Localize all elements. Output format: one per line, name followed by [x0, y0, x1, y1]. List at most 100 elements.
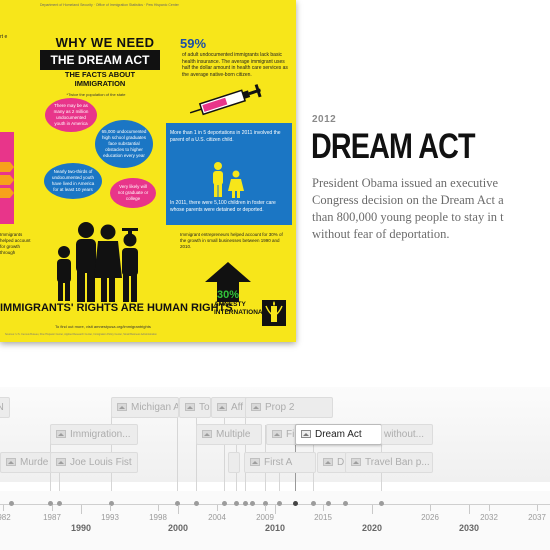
flag-stem — [196, 400, 197, 504]
timeline-marker[interactable] — [234, 501, 239, 506]
timeline-flag[interactable]: Immigration... — [50, 424, 138, 445]
timeline-marker[interactable] — [311, 501, 316, 506]
event-description-line: President Obama issued an executive — [312, 176, 499, 190]
timeline-marker[interactable] — [379, 501, 384, 506]
poster-bubble-4: Very likely will not graduate or college — [110, 178, 156, 208]
timeline-marker[interactable] — [263, 501, 268, 506]
image-icon — [250, 458, 260, 466]
axis-tick — [372, 505, 373, 514]
event-description-line: Congress decision on the Dream Act a — [312, 193, 504, 207]
timeline-axis[interactable]: 982 1987 1990 1993 1998 2000 2004 2009 2… — [0, 491, 550, 550]
axis-label-major: 2000 — [167, 523, 189, 533]
flag-stem — [177, 400, 178, 504]
timeline-flag[interactable]: Michigan A — [111, 397, 179, 418]
image-icon — [301, 430, 311, 438]
poster-heading-line1: WHY WE NEED — [55, 35, 155, 50]
flag-stem — [224, 400, 225, 504]
timeline-flag-label: Aff — [231, 402, 244, 413]
image-icon — [6, 458, 16, 466]
axis-tick — [323, 505, 324, 511]
poster-sources-text: Sources: U.S. Census Bureau, Pew Hispani… — [5, 333, 157, 336]
timeline-flag[interactable]: Prop 2 — [245, 397, 333, 418]
timeline-flag-label: First A — [264, 457, 293, 468]
timeline-flag[interactable]: AN — [0, 397, 10, 418]
up-arrow-icon: 30% — [205, 262, 251, 302]
timeline-flag-label: Multiple — [216, 429, 251, 440]
axis-label: 2037 — [528, 513, 546, 522]
image-icon — [56, 458, 66, 466]
event-title: DREAM ACT — [311, 127, 476, 166]
flag-stem — [59, 452, 60, 504]
image-icon — [323, 458, 333, 466]
timeline-marker[interactable] — [250, 501, 255, 506]
event-description-line: than 800,000 young people to stay in t — [312, 210, 504, 224]
timeline-marker[interactable] — [9, 501, 14, 506]
timeline-axis-line — [0, 504, 550, 505]
axis-label: 982 — [0, 513, 11, 522]
axis-label: 2009 — [256, 513, 274, 522]
timeline-flag[interactable]: Fi — [266, 424, 298, 445]
timeline-flag[interactable]: Travel Ban p... — [345, 452, 433, 473]
timeline-flag-active[interactable]: Dream Act — [295, 424, 382, 445]
timeline-flag[interactable]: without... — [381, 424, 433, 445]
timeline-flag-label: D — [337, 457, 345, 468]
timeline-flag[interactable]: D — [317, 452, 347, 473]
timeline-flag-label: Joe Louis Fist — [70, 457, 132, 468]
axis-label: 2026 — [421, 513, 439, 522]
image-icon — [251, 403, 261, 411]
image-icon — [217, 403, 227, 411]
syringe-icon — [189, 84, 262, 116]
timeline-marker[interactable] — [326, 501, 331, 506]
timeline-flag-label: AN — [0, 402, 4, 413]
image-icon — [117, 403, 127, 411]
timeline-flag[interactable]: Joe Louis Fist — [50, 452, 138, 473]
parent-child-icon — [213, 162, 244, 198]
poster-footer-text: To find out more, visit amnestyusa.org/i… — [55, 324, 151, 329]
timeline-nav[interactable]: AN Michigan A To Aff Prop 2 Immigration.… — [0, 387, 550, 550]
poster-stat-text: of adult undocumented immigrants lack ba… — [182, 52, 288, 78]
timeline-flag[interactable]: Aff — [211, 397, 248, 418]
timeline-marker[interactable] — [343, 501, 348, 506]
axis-tick — [110, 505, 111, 511]
axis-label: 1987 — [43, 513, 61, 522]
axis-tick — [3, 505, 4, 511]
poster-left-mid-text: Immigrants helped account for growth thr… — [0, 232, 31, 255]
poster-blue-panel — [166, 123, 292, 225]
flag-stem — [279, 452, 280, 504]
image-icon — [202, 430, 212, 438]
timeline-flag[interactable] — [228, 452, 240, 473]
timeline-flag-label: Travel Ban p... — [365, 457, 430, 468]
axis-label-major: 2020 — [361, 523, 383, 533]
axis-label: 1993 — [101, 513, 119, 522]
timeline-flag-label: Immigration... — [70, 429, 131, 440]
timeline-flag-label: Dream Act — [315, 429, 362, 440]
arrow-value-text: 30% — [217, 289, 239, 301]
amnesty-logo-text: AMNESTY INTERNATIONAL — [214, 301, 267, 317]
poster-heading-line2: THE DREAM ACT — [40, 50, 160, 70]
infographic-image[interactable]: Department of Homeland Security · Office… — [0, 0, 296, 342]
timeline-marker[interactable] — [277, 501, 282, 506]
timeline-flag-label: Prop 2 — [265, 402, 295, 413]
timeline-marker[interactable] — [48, 501, 53, 506]
timeline-marker-active[interactable] — [293, 501, 298, 506]
timeline-marker[interactable] — [57, 501, 62, 506]
timeline-marker[interactable] — [222, 501, 227, 506]
axis-tick — [81, 505, 82, 514]
axis-label-major: 1990 — [70, 523, 92, 533]
timeline-marker[interactable] — [243, 501, 248, 506]
axis-tick — [489, 505, 490, 511]
axis-label: 2015 — [314, 513, 332, 522]
image-icon — [56, 430, 66, 438]
timeline-marker[interactable] — [194, 501, 199, 506]
timeline-marker[interactable] — [109, 501, 114, 506]
axis-label-major: 2030 — [458, 523, 480, 533]
axis-label: 2004 — [208, 513, 226, 522]
timeline-flag[interactable]: Multiple — [196, 424, 262, 445]
axis-tick — [217, 505, 218, 511]
poster-left-cut-text: rt e — [0, 34, 8, 40]
event-description: President Obama issued an executive Cong… — [312, 175, 550, 243]
timeline-marker[interactable] — [175, 501, 180, 506]
timeline-flag[interactable]: First A — [244, 452, 316, 473]
timeline-flag[interactable]: To — [179, 397, 211, 418]
